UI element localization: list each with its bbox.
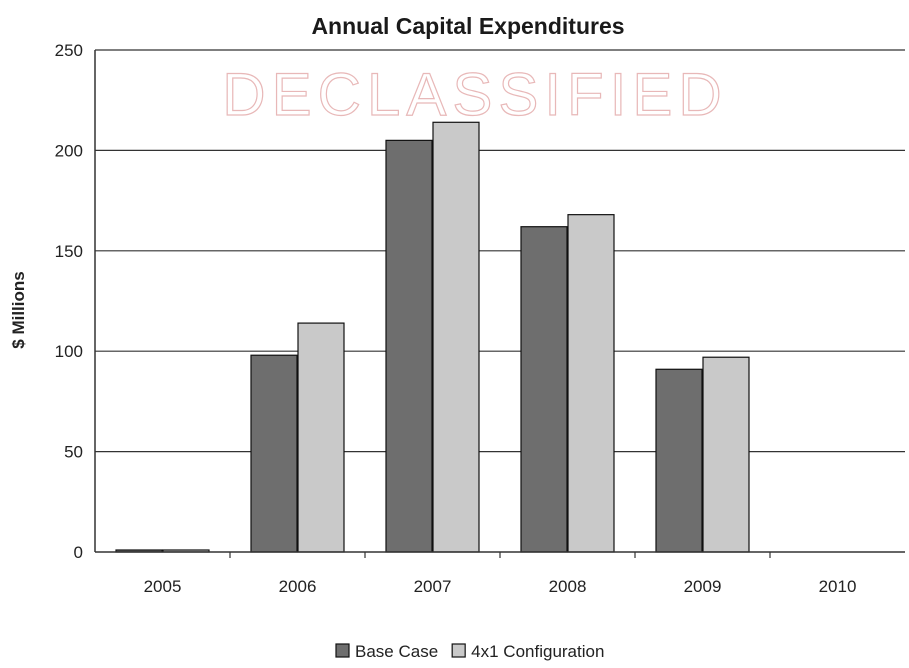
x-tick-label: 2005	[144, 577, 182, 596]
bar-base-case-2006	[250, 354, 298, 553]
bar-4x1-configuration-2007	[432, 121, 480, 553]
legend-swatch	[451, 643, 466, 658]
legend-label: Base Case	[355, 642, 438, 661]
bar-base-case-2009	[655, 368, 703, 553]
y-tick-labels: 0 50 100 150 200 250	[55, 41, 83, 562]
x-tick-label: 2010	[819, 577, 857, 596]
y-tick-label: 0	[74, 543, 83, 562]
legend-swatch	[335, 643, 350, 658]
y-tick-label: 250	[55, 41, 83, 60]
x-tick-label: 2008	[549, 577, 587, 596]
bar-4x1-configuration-2008	[567, 214, 615, 553]
bar-base-case-2007	[385, 139, 433, 553]
bar-4x1-configuration-2009	[702, 356, 750, 553]
legend: Base Case 4x1 Configuration	[335, 642, 604, 661]
chart-title: Annual Capital Expenditures	[311, 13, 624, 39]
y-axis-label: $ Millions	[9, 271, 28, 348]
y-tick-label: 150	[55, 242, 83, 261]
bar-4x1-configuration-2006	[297, 322, 345, 553]
x-tick-label: 2009	[684, 577, 722, 596]
gridlines	[95, 49, 905, 453]
axes	[94, 50, 905, 558]
x-tick-labels: 2005 2006 2007 2008 2009 2010	[144, 577, 857, 596]
legend-label: 4x1 Configuration	[471, 642, 604, 661]
y-tick-label: 200	[55, 141, 83, 160]
x-tick-label: 2007	[414, 577, 452, 596]
watermark-text: DECLASSIFIED	[222, 61, 727, 128]
y-tick-label: 100	[55, 342, 83, 361]
y-tick-label: 50	[64, 443, 83, 462]
bars	[115, 121, 750, 553]
x-tick-label: 2006	[279, 577, 317, 596]
bar-base-case-2008	[520, 226, 568, 553]
